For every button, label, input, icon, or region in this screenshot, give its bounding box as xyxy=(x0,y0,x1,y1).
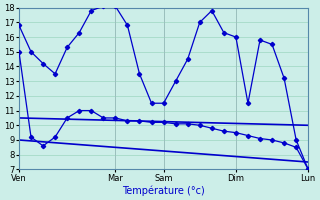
X-axis label: Température (°c): Température (°c) xyxy=(122,185,205,196)
